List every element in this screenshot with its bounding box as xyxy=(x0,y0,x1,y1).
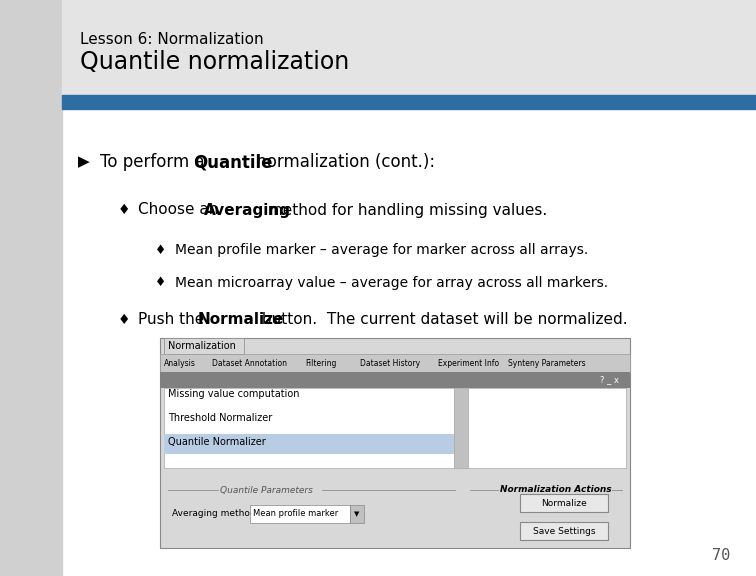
Text: Mean microarray value – average for array across all markers.: Mean microarray value – average for arra… xyxy=(175,276,608,290)
Bar xyxy=(164,434,454,454)
Text: method for handling missing values.: method for handling missing values. xyxy=(263,203,547,218)
Text: Mean profile marker – average for marker across all arrays.: Mean profile marker – average for marker… xyxy=(175,243,588,257)
Bar xyxy=(250,505,350,523)
Text: Analysis: Analysis xyxy=(164,358,196,367)
Text: 70: 70 xyxy=(711,548,730,563)
Bar xyxy=(160,372,630,388)
Text: Quantile Normalizer: Quantile Normalizer xyxy=(168,437,266,447)
Text: Lesson 6: Normalization: Lesson 6: Normalization xyxy=(80,32,264,47)
Text: Dataset Annotation: Dataset Annotation xyxy=(212,358,287,367)
Text: Choose an: Choose an xyxy=(138,203,223,218)
Bar xyxy=(0,0,62,576)
Text: Quantile Parameters: Quantile Parameters xyxy=(220,486,313,495)
Text: ♦: ♦ xyxy=(155,244,166,256)
Text: ▶: ▶ xyxy=(78,154,90,169)
Text: ▼: ▼ xyxy=(355,511,360,517)
Text: Mean profile marker: Mean profile marker xyxy=(253,510,338,518)
Bar xyxy=(350,505,364,523)
Text: normalization (cont.):: normalization (cont.): xyxy=(251,153,435,171)
Text: Normalize: Normalize xyxy=(541,498,587,507)
Bar xyxy=(468,388,626,468)
Text: Push the: Push the xyxy=(138,313,209,328)
Text: Missing value computation: Missing value computation xyxy=(168,389,299,399)
Text: ♦: ♦ xyxy=(118,313,131,327)
Text: Quantile normalization: Quantile normalization xyxy=(80,50,349,74)
Text: Filtering: Filtering xyxy=(305,358,336,367)
Bar xyxy=(520,522,608,540)
Text: Normalize: Normalize xyxy=(197,313,284,328)
Bar xyxy=(160,354,630,372)
Bar xyxy=(454,388,468,468)
Bar xyxy=(62,0,756,95)
Text: Averaging method: Averaging method xyxy=(172,510,256,518)
Text: Dataset History: Dataset History xyxy=(360,358,420,367)
Bar xyxy=(160,338,630,548)
Text: ♦: ♦ xyxy=(155,276,166,290)
Bar xyxy=(62,95,756,109)
Text: Normalization: Normalization xyxy=(168,341,236,351)
Text: Averaging: Averaging xyxy=(204,203,291,218)
Text: ♦: ♦ xyxy=(118,203,131,217)
Text: Experiment Info: Experiment Info xyxy=(438,358,499,367)
Text: To perform a: To perform a xyxy=(100,153,210,171)
Text: ? _ x: ? _ x xyxy=(600,376,619,385)
Text: Synteny Parameters: Synteny Parameters xyxy=(508,358,586,367)
Text: Normalization Actions: Normalization Actions xyxy=(500,486,612,495)
Text: Quantile: Quantile xyxy=(194,153,273,171)
Text: button.  The current dataset will be normalized.: button. The current dataset will be norm… xyxy=(257,313,627,328)
Bar xyxy=(164,338,244,354)
Bar xyxy=(520,494,608,512)
Text: Save Settings: Save Settings xyxy=(533,526,595,536)
Bar xyxy=(164,388,454,468)
Text: Threshold Normalizer: Threshold Normalizer xyxy=(168,413,272,423)
